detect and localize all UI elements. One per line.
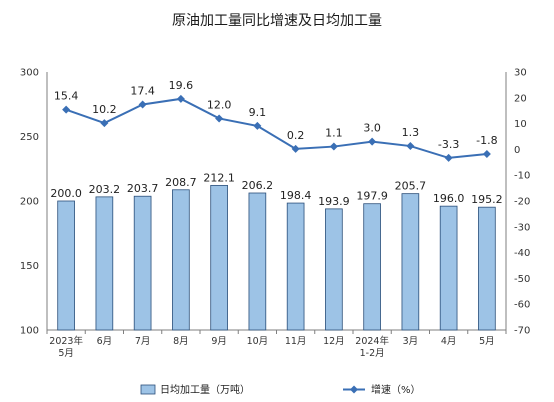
x-tick-label: 7月 [135, 336, 151, 347]
x-tick-label: 8月 [173, 336, 189, 347]
right-tick-label: -60 [514, 300, 530, 311]
x-tick-label: 3月 [403, 336, 419, 347]
line-point [329, 142, 338, 151]
line-point [138, 100, 147, 109]
line-point [253, 121, 262, 130]
line-series: 15.4 10.2 17.4 19.6 12.0 9.1 0.2 1.1 3.0 1.3 -3.3 -… [54, 79, 498, 162]
bar [95, 196, 114, 331]
bar-value-label: 208.7 [165, 176, 197, 189]
bar-value-label: 203.2 [89, 183, 121, 196]
right-tick-label: -10 [514, 171, 530, 182]
line-point [215, 114, 224, 123]
chart-title: 原油加工量同比增速及日均加工量 [172, 13, 382, 29]
bar-value-label: 205.7 [395, 180, 427, 193]
bar [172, 189, 190, 331]
x-tick-label: 4月 [441, 336, 457, 347]
x-tick-label: 5月 [58, 348, 74, 359]
bar [439, 205, 458, 331]
right-tick-label: -20 [514, 197, 530, 208]
bar [325, 208, 343, 331]
bar [210, 184, 228, 331]
right-tick-label: 30 [514, 68, 527, 79]
line-point [444, 153, 453, 162]
right-tick-label: 0 [514, 145, 520, 156]
line-value-label: -3.3 [438, 138, 459, 151]
line-point [406, 142, 415, 151]
left-tick-label: 300 [20, 68, 39, 79]
left-tick-label: 200 [20, 197, 39, 208]
bar [286, 202, 305, 331]
right-tick-label: -50 [514, 274, 530, 285]
bar-value-label: 203.7 [127, 182, 159, 195]
legend: 日均加工量（万吨） 增速（%） [140, 383, 421, 396]
line-point [176, 94, 185, 103]
right-tick-label: -70 [514, 326, 530, 337]
line-value-label: 19.6 [169, 79, 194, 92]
x-tick-label: 9月 [211, 336, 227, 347]
right-tick-label: 10 [514, 119, 527, 130]
bar [248, 192, 267, 331]
bar [478, 206, 496, 331]
line-point [482, 150, 491, 159]
x-tick-label: 12月 [323, 336, 345, 347]
line-value-label: 17.4 [130, 85, 155, 98]
bar-value-label: 195.2 [471, 193, 503, 206]
left-tick-label: 250 [20, 132, 39, 143]
bar [57, 200, 75, 331]
legend-line-label: 增速（%） [371, 383, 421, 396]
bar-series: 200.0 203.2 203.7 208.7 212.1 206.2 198.4 193.9… [50, 171, 503, 331]
right-tick-label: -40 [514, 248, 530, 259]
x-tick-label: 10月 [247, 336, 269, 347]
legend-line-marker [350, 385, 358, 394]
line-point [100, 119, 109, 128]
line-value-label: 1.1 [325, 127, 343, 140]
growth-line [65, 97, 487, 159]
x-tick-label: 2024年 [355, 335, 389, 347]
bar-value-label: 193.9 [318, 195, 350, 208]
line-value-label: -1.8 [476, 134, 497, 147]
bar [401, 193, 420, 331]
right-axis: 30 20 10 0 -10 -20 -30 -40 -50 -60 -70 [505, 68, 530, 337]
left-tick-label: 100 [20, 326, 39, 337]
right-tick-label: 20 [514, 93, 527, 104]
x-tick-label: 2023年 [49, 335, 83, 347]
bar [133, 195, 152, 331]
line-point [291, 144, 300, 153]
line-value-label: 15.4 [54, 90, 79, 103]
left-tick-label: 150 [20, 261, 39, 272]
x-tick-label: 1-2月 [360, 348, 385, 359]
bar-value-label: 196.0 [433, 192, 465, 205]
x-tick-label: 5月 [479, 336, 495, 347]
bar-value-label: 198.4 [280, 189, 312, 202]
line-value-label: 0.2 [287, 129, 305, 142]
bar-value-label: 200.0 [50, 187, 82, 200]
bar [363, 203, 381, 331]
line-value-label: 9.1 [249, 106, 267, 119]
line-point [62, 105, 71, 114]
line-value-label: 10.2 [92, 103, 117, 116]
legend-bar-swatch [140, 384, 156, 395]
line-value-label: 3.0 [363, 122, 381, 135]
left-axis: 100 150 200 250 300 [20, 68, 48, 337]
line-value-label: 1.3 [402, 126, 420, 139]
x-tick-label: 11月 [285, 336, 307, 347]
bar-value-label: 197.9 [356, 190, 388, 203]
line-value-label: 12.0 [207, 98, 232, 111]
x-tick-label: 6月 [97, 336, 113, 347]
line-point [368, 137, 377, 146]
bar-value-label: 206.2 [242, 179, 274, 192]
bar-value-label: 212.1 [203, 171, 235, 184]
legend-bar-label: 日均加工量（万吨） [160, 383, 250, 396]
right-tick-label: -30 [514, 222, 530, 233]
